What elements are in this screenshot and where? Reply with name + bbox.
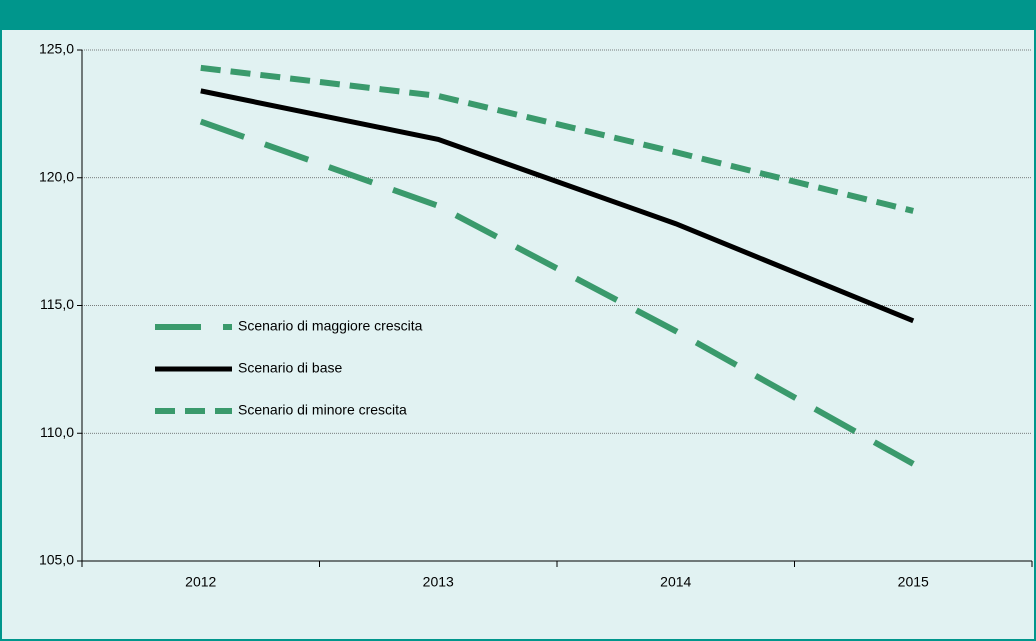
series-line [200,88,915,324]
x-tick-label: 2015 [898,574,929,590]
y-tick-label: 125,0 [39,41,74,57]
series-line [200,64,914,214]
legend-label: Scenario di maggiore crescita [238,318,423,334]
legend-label: Scenario di minore crescita [238,402,407,418]
header-bar [0,0,1036,30]
y-tick-label: 115,0 [40,296,74,312]
x-tick-label: 2012 [185,574,216,590]
series-line [199,118,915,467]
x-tick-label: 2013 [423,574,454,590]
legend-label: Scenario di base [238,360,343,376]
y-tick-label: 120,0 [39,168,74,184]
y-tick-label: 110,0 [40,424,74,440]
y-tick-label: 105,0 [39,552,74,568]
x-tick-label: 2014 [660,574,691,590]
